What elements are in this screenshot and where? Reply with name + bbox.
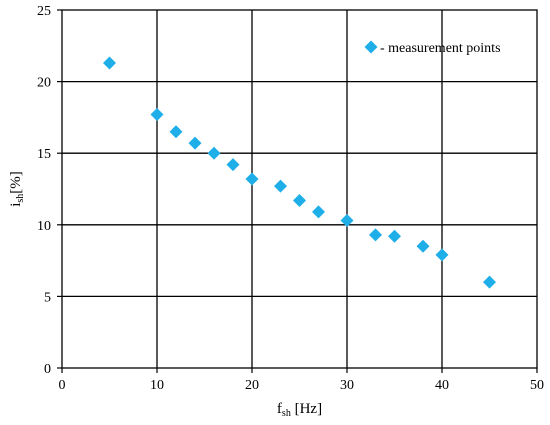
y-tick-label: 0 (44, 362, 51, 377)
data-point (293, 193, 306, 207)
x-axis-label-sub: sh (282, 408, 291, 419)
data-point (188, 136, 202, 150)
grid-lines (57, 9, 538, 373)
data-point (226, 158, 240, 172)
data-point (483, 275, 496, 289)
y-tick-label: 15 (37, 147, 51, 162)
data-point (274, 179, 287, 193)
y-axis-label-base: i (8, 203, 24, 207)
y-axis-label-sub: sh (15, 194, 26, 203)
x-axis-label-unit: [Hz] (291, 401, 322, 417)
legend-label: - measurement points (380, 41, 501, 56)
tick-labels: 0 10 20 30 40 50 0 5 10 15 20 25 (37, 4, 544, 393)
x-tick-label: 20 (245, 378, 259, 393)
x-axis-label-base: f (277, 401, 282, 417)
x-tick-label: 40 (435, 378, 449, 393)
y-tick-label: 20 (37, 76, 51, 91)
data-point (245, 172, 259, 186)
x-tick-label: 10 (150, 378, 164, 393)
y-tick-label: 10 (37, 219, 51, 234)
x-axis-label: fsh [Hz] (277, 401, 322, 419)
data-point (369, 228, 382, 242)
legend: - measurement points (364, 40, 501, 56)
x-tick-label: 30 (340, 378, 354, 393)
x-tick-label: 0 (59, 378, 66, 393)
y-axis-label-unit: [%] (8, 171, 24, 194)
data-point (312, 205, 325, 219)
data-point (169, 125, 183, 139)
y-tick-label: 5 (44, 290, 51, 305)
data-point (207, 146, 221, 160)
y-tick-label: 25 (37, 4, 51, 19)
legend-marker (364, 40, 378, 54)
data-point (435, 248, 449, 262)
y-axis-label: ish[%] (8, 171, 26, 207)
plot-frame (61, 9, 538, 369)
data-points (103, 56, 496, 289)
data-point (388, 229, 401, 243)
data-point (150, 108, 164, 122)
x-tick-label: 50 (530, 378, 544, 393)
data-point (340, 214, 354, 228)
data-point (416, 239, 430, 253)
data-point (103, 56, 116, 70)
